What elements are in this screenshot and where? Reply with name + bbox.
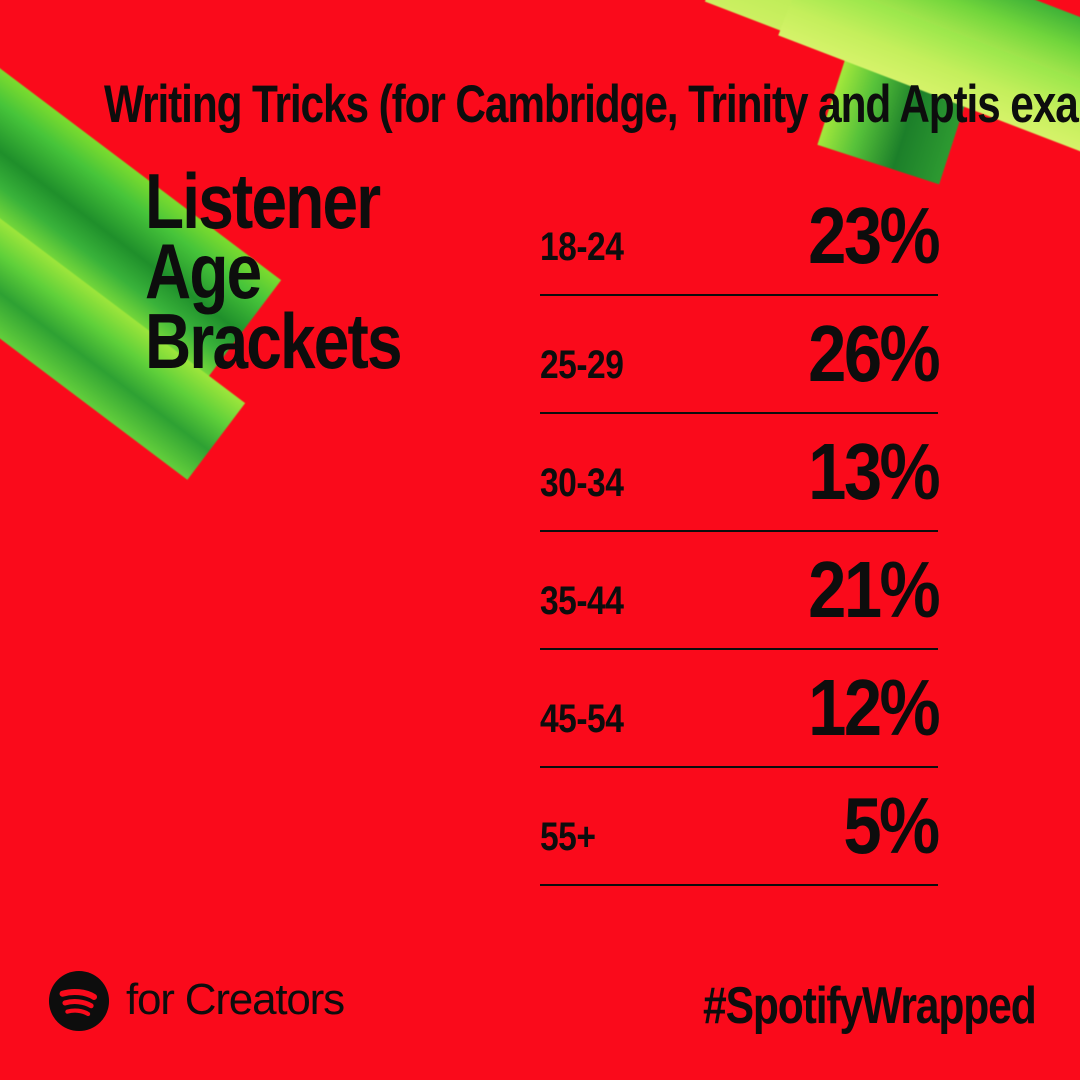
table-row: 35-44 21% xyxy=(540,532,941,650)
spotify-wrapped-hashtag: #SpotifyWrapped xyxy=(703,977,1037,1035)
age-bracket-label: 45-54 xyxy=(540,697,624,741)
table-row: 55+ 5% xyxy=(540,768,941,886)
age-bracket-percent: 12% xyxy=(808,663,941,752)
table-row: 18-24 23% xyxy=(540,178,941,296)
age-bracket-percent: 26% xyxy=(808,309,941,398)
subhead-line-2: Brackets xyxy=(145,297,403,386)
page-title: Writing Tricks (for Cambridge, Trinity a… xyxy=(104,75,1080,134)
table-row: 45-54 12% xyxy=(540,650,941,768)
age-bracket-percent: 13% xyxy=(808,427,941,516)
age-bracket-percent: 5% xyxy=(843,781,941,870)
for-creators-label: for Creators xyxy=(126,975,345,1024)
subhead-line-1: Listener Age xyxy=(145,157,381,316)
footer-brand-lockup: for Creators xyxy=(48,970,345,1032)
table-row: 30-34 13% xyxy=(540,414,941,532)
subhead: Listener Age Brackets xyxy=(145,157,489,386)
age-bracket-label: 35-44 xyxy=(540,579,624,623)
age-bracket-label: 55+ xyxy=(540,815,596,859)
age-bracket-label: 30-34 xyxy=(540,461,624,505)
table-row: 25-29 26% xyxy=(540,296,941,414)
age-bracket-table: 18-24 23% 25-29 26% 30-34 13% 35-44 21% … xyxy=(540,178,941,886)
age-bracket-percent: 21% xyxy=(808,545,941,634)
age-bracket-percent: 23% xyxy=(808,191,941,280)
age-bracket-label: 25-29 xyxy=(540,343,624,387)
age-bracket-label: 18-24 xyxy=(540,225,624,269)
spotify-logo-icon xyxy=(48,970,110,1032)
